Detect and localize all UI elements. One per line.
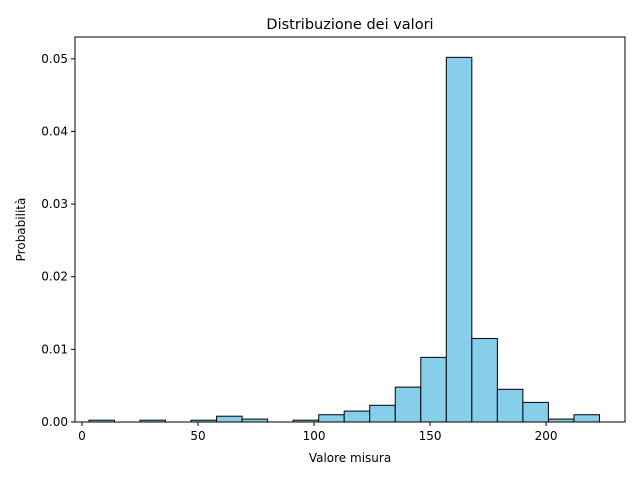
histogram-bar: [445, 56, 473, 423]
y-tick-label: 0.02: [41, 270, 68, 284]
histogram-bar: [471, 337, 498, 423]
y-tick-label: 0.00: [41, 415, 68, 429]
y-tick-label: 0.03: [41, 197, 68, 211]
histogram-bar: [573, 414, 600, 423]
y-axis-ticks: 0.00 0.01 0.02 0.03 0.04 0.05: [41, 52, 75, 429]
histogram-bar: [369, 404, 396, 423]
x-axis-label: Valore misura: [309, 451, 391, 465]
histogram-bar: [496, 388, 524, 423]
chart-title: Distribuzione dei valori: [266, 17, 433, 33]
histogram-bar: [394, 386, 422, 423]
y-tick-label: 0.04: [41, 124, 68, 138]
histogram-bar: [318, 414, 345, 423]
histogram-bar: [343, 410, 371, 423]
y-tick-label: 0.01: [41, 342, 68, 356]
x-tick-label: 0: [78, 429, 86, 443]
histogram-bar: [216, 415, 243, 423]
y-axis-label: Probabilità: [14, 198, 28, 262]
x-tick-label: 150: [419, 429, 442, 443]
y-tick-label: 0.05: [41, 52, 68, 66]
x-axis-ticks: 0 50 100 150 200: [78, 422, 558, 443]
x-tick-label: 100: [303, 429, 326, 443]
histogram-bar: [522, 401, 549, 423]
bars-group: [88, 56, 600, 423]
x-tick-label: 200: [535, 429, 558, 443]
plot-area-frame: [74, 36, 626, 423]
histogram-bar: [420, 356, 447, 423]
x-tick-label: 50: [190, 429, 205, 443]
